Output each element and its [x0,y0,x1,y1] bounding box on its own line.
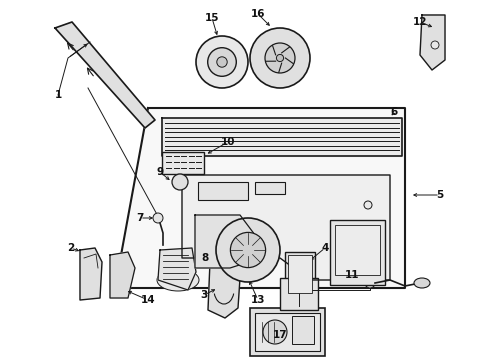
Polygon shape [80,248,102,300]
Text: 14: 14 [141,295,155,305]
Polygon shape [208,258,240,318]
Polygon shape [110,252,135,298]
Circle shape [230,233,266,267]
Text: 17: 17 [273,330,287,340]
Circle shape [153,213,163,223]
Bar [330,220,385,285]
Bar [285,252,315,297]
Bar [255,182,285,194]
Circle shape [263,320,287,344]
Circle shape [431,41,439,49]
Bar [250,308,325,356]
Polygon shape [55,22,155,128]
Text: 5: 5 [437,190,443,200]
Bar [288,255,312,293]
Text: 6: 6 [391,107,397,117]
Text: 11: 11 [345,270,359,280]
Circle shape [265,43,295,73]
Circle shape [250,28,310,88]
Text: 15: 15 [205,13,219,23]
Circle shape [276,54,284,62]
Text: 8: 8 [201,253,209,263]
Polygon shape [182,175,390,280]
Text: 10: 10 [221,137,235,147]
Bar [292,316,314,344]
Polygon shape [420,15,445,70]
Text: 7: 7 [136,213,144,223]
Circle shape [208,48,236,76]
Circle shape [216,218,280,282]
Ellipse shape [157,269,199,291]
Circle shape [364,201,372,209]
Text: 1: 1 [54,90,62,100]
Bar [255,313,320,351]
Polygon shape [195,215,255,268]
Polygon shape [115,108,405,288]
Text: 4: 4 [321,243,329,253]
Text: 16: 16 [251,9,265,19]
Bar [198,182,248,200]
Bar [162,152,204,174]
Circle shape [365,278,375,288]
Text: 2: 2 [68,243,74,253]
Text: 3: 3 [200,290,208,300]
Circle shape [217,57,227,67]
Circle shape [172,174,188,190]
Text: 12: 12 [413,17,427,27]
Text: 13: 13 [251,295,265,305]
Text: 9: 9 [156,167,164,177]
Circle shape [196,36,248,88]
Polygon shape [158,248,196,290]
Ellipse shape [414,278,430,288]
Polygon shape [162,118,402,156]
Bar [280,278,318,310]
Bar [335,225,380,275]
